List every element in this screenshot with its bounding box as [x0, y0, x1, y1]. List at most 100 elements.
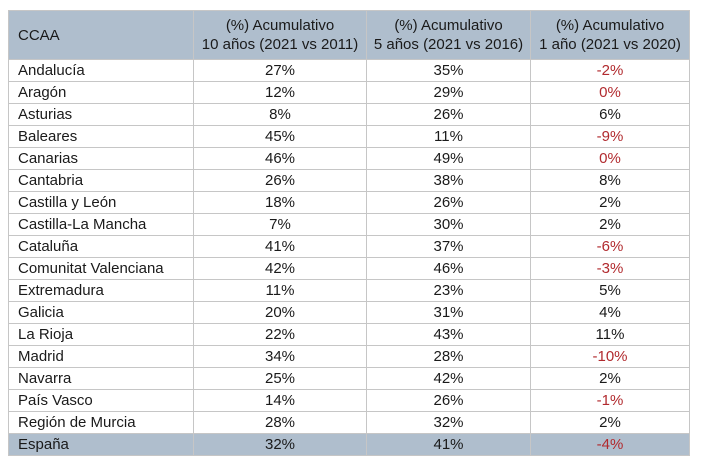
value-10y-cell: 32%	[193, 433, 367, 456]
ccaa-name-cell: Comunitat Valenciana	[8, 257, 194, 280]
value-1y-cell: -1%	[530, 389, 690, 412]
ccaa-name-cell: España	[8, 433, 194, 456]
table-row: La Rioja 22% 43% 11%	[8, 323, 690, 346]
value-5y-cell: 32%	[366, 411, 531, 434]
value-1y-cell: 11%	[530, 323, 690, 346]
table-row: Aragón 12% 29% 0%	[8, 81, 690, 104]
header-row: CCAA (%) Acumulativo 10 años (2021 vs 20…	[8, 10, 690, 60]
table-row: Galicia 20% 31% 4%	[8, 301, 690, 324]
ccaa-name-cell: Galicia	[8, 301, 194, 324]
value-10y-cell: 34%	[193, 345, 367, 368]
ccaa-name-cell: Baleares	[8, 125, 194, 148]
table-row: Navarra 25% 42% 2%	[8, 367, 690, 390]
ccaa-accumulated-table: CCAA (%) Acumulativo 10 años (2021 vs 20…	[8, 10, 690, 456]
table-row: Canarias 46% 49% 0%	[8, 147, 690, 170]
value-10y-cell: 26%	[193, 169, 367, 192]
ccaa-name-cell: Cantabria	[8, 169, 194, 192]
value-1y-cell: 2%	[530, 367, 690, 390]
value-1y-cell: 8%	[530, 169, 690, 192]
table-row: Cataluña 41% 37% -6%	[8, 235, 690, 258]
value-10y-cell: 7%	[193, 213, 367, 236]
value-5y-cell: 23%	[366, 279, 531, 302]
value-10y-cell: 14%	[193, 389, 367, 412]
ccaa-name-cell: Canarias	[8, 147, 194, 170]
value-5y-cell: 11%	[366, 125, 531, 148]
value-5y-cell: 29%	[366, 81, 531, 104]
ccaa-name-cell: Cataluña	[8, 235, 194, 258]
table-row: Asturias 8% 26% 6%	[8, 103, 690, 126]
value-5y-cell: 43%	[366, 323, 531, 346]
value-10y-cell: 27%	[193, 59, 367, 82]
col-header-10y-line2: 10 años (2021 vs 2011)	[201, 36, 359, 53]
table-body: Andalucía 27% 35% -2% Aragón 12% 29% 0% Asturias…	[8, 59, 690, 456]
table-row: Región de Murcia 28% 32% 2%	[8, 411, 690, 434]
value-1y-cell: 0%	[530, 147, 690, 170]
ccaa-name-cell: Extremadura	[8, 279, 194, 302]
table-row: Andalucía 27% 35% -2%	[8, 59, 690, 82]
ccaa-name-cell: Asturias	[8, 103, 194, 126]
value-1y-cell: -2%	[530, 59, 690, 82]
value-1y-cell: 2%	[530, 411, 690, 434]
col-header-1y: (%) Acumulativo 1 año (2021 vs 2020)	[530, 10, 690, 60]
ccaa-name-cell: Región de Murcia	[8, 411, 194, 434]
col-header-5y-line2: 5 años (2021 vs 2016)	[373, 36, 524, 53]
table-row: Baleares 45% 11% -9%	[8, 125, 690, 148]
table-row: Madrid 34% 28% -10%	[8, 345, 690, 368]
value-1y-cell: -6%	[530, 235, 690, 258]
value-1y-cell: 2%	[530, 213, 690, 236]
col-header-ccaa: CCAA	[8, 10, 194, 60]
value-10y-cell: 8%	[193, 103, 367, 126]
value-1y-cell: -4%	[530, 433, 690, 456]
col-header-5y: (%) Acumulativo 5 años (2021 vs 2016)	[366, 10, 531, 60]
value-10y-cell: 18%	[193, 191, 367, 214]
value-5y-cell: 38%	[366, 169, 531, 192]
ccaa-name-cell: Madrid	[8, 345, 194, 368]
value-5y-cell: 35%	[366, 59, 531, 82]
value-1y-cell: 0%	[530, 81, 690, 104]
total-row: España 32% 41% -4%	[8, 433, 690, 456]
value-1y-cell: 2%	[530, 191, 690, 214]
value-10y-cell: 12%	[193, 81, 367, 104]
ccaa-name-cell: Aragón	[8, 81, 194, 104]
value-5y-cell: 31%	[366, 301, 531, 324]
col-header-1y-line1: (%) Acumulativo	[555, 17, 665, 34]
ccaa-name-cell: Castilla-La Mancha	[8, 213, 194, 236]
col-header-10y-line1: (%) Acumulativo	[225, 17, 335, 34]
table-row: Extremadura 11% 23% 5%	[8, 279, 690, 302]
value-1y-cell: 6%	[530, 103, 690, 126]
value-10y-cell: 46%	[193, 147, 367, 170]
ccaa-name-cell: País Vasco	[8, 389, 194, 412]
value-5y-cell: 37%	[366, 235, 531, 258]
value-10y-cell: 42%	[193, 257, 367, 280]
value-10y-cell: 28%	[193, 411, 367, 434]
ccaa-name-cell: La Rioja	[8, 323, 194, 346]
table-row: Cantabria 26% 38% 8%	[8, 169, 690, 192]
col-header-10y: (%) Acumulativo 10 años (2021 vs 2011)	[193, 10, 367, 60]
table-row: País Vasco 14% 26% -1%	[8, 389, 690, 412]
value-1y-cell: -10%	[530, 345, 690, 368]
value-5y-cell: 26%	[366, 191, 531, 214]
value-5y-cell: 49%	[366, 147, 531, 170]
value-10y-cell: 20%	[193, 301, 367, 324]
col-header-5y-line1: (%) Acumulativo	[394, 17, 503, 34]
value-1y-cell: -3%	[530, 257, 690, 280]
value-1y-cell: 4%	[530, 301, 690, 324]
table-row: Comunitat Valenciana 42% 46% -3%	[8, 257, 690, 280]
col-header-1y-line2: 1 año (2021 vs 2020)	[539, 36, 681, 53]
value-5y-cell: 28%	[366, 345, 531, 368]
value-1y-cell: -9%	[530, 125, 690, 148]
value-10y-cell: 41%	[193, 235, 367, 258]
ccaa-name-cell: Castilla y León	[8, 191, 194, 214]
value-5y-cell: 41%	[366, 433, 531, 456]
value-10y-cell: 25%	[193, 367, 367, 390]
value-10y-cell: 11%	[193, 279, 367, 302]
value-5y-cell: 42%	[366, 367, 531, 390]
value-5y-cell: 26%	[366, 389, 531, 412]
value-5y-cell: 46%	[366, 257, 531, 280]
ccaa-name-cell: Andalucía	[8, 59, 194, 82]
table-row: Castilla-La Mancha 7% 30% 2%	[8, 213, 690, 236]
value-1y-cell: 5%	[530, 279, 690, 302]
value-10y-cell: 22%	[193, 323, 367, 346]
value-5y-cell: 26%	[366, 103, 531, 126]
